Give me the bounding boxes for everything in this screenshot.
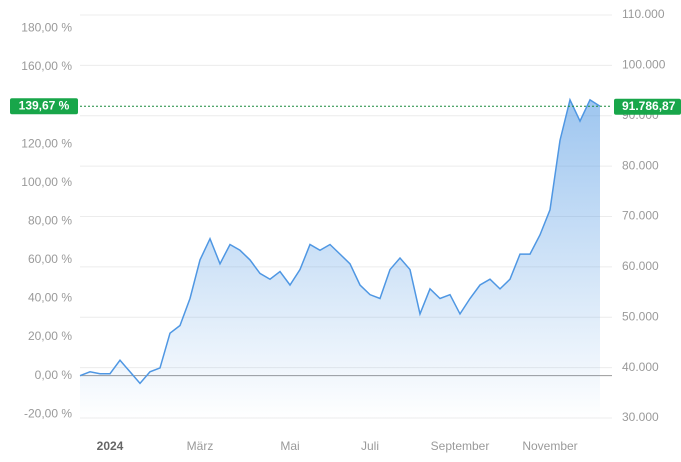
y-tick-label: 120,00 % [21,136,72,150]
y2-tick-label: 80.000 [622,158,659,172]
y-tick-label: 180,00 % [21,21,72,35]
y2-tick-label: 30.000 [622,410,659,424]
y-tick-label: 160,00 % [21,59,72,73]
current-badge [10,98,78,115]
current-label-right: 91.786,87 [622,99,676,113]
x-tick-label: 2024 [97,439,124,453]
y-tick-label: 60,00 % [28,252,72,266]
x-tick-label: November [522,439,577,453]
y2-tick-label: 100.000 [622,58,666,72]
y2-tick-label: 40.000 [622,360,659,374]
y2-tick-label: 70.000 [622,209,659,223]
current-badge-right [614,98,681,115]
x-tick-label: März [187,439,214,453]
current-label: 139,67 % [19,98,70,112]
y2-tick-label: 50.000 [622,309,659,323]
x-tick-label: Juli [361,439,379,453]
y-tick-label: 40,00 % [28,291,72,305]
y2-tick-label: 110.000 [622,7,665,21]
y-tick-label: 0,00 % [35,368,73,382]
line [79,97,601,385]
y2-tick-label: 60.000 [622,259,659,273]
y-tick-label: -20,00 % [24,406,72,420]
y-tick-label: 80,00 % [28,214,72,228]
y-tick-label: 20,00 % [28,329,72,343]
y-tick-label: 100,00 % [21,175,72,189]
x-tick-label: September [431,439,490,453]
x-tick-label: Mai [280,439,299,453]
area [80,99,600,420]
